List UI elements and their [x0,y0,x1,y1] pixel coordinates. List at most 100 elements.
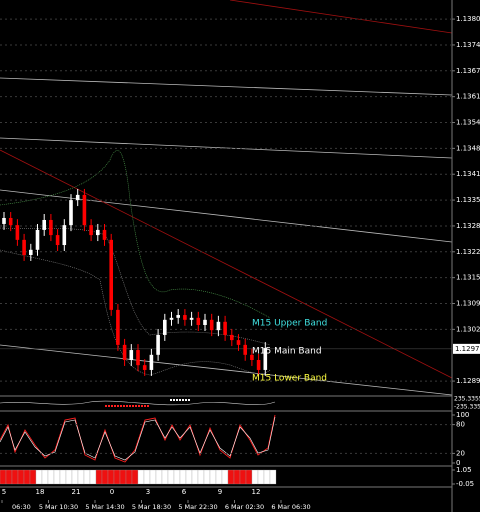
trend-line [0,189,453,243]
cci-label: -235.3355 [454,404,480,411]
hour-label: 0 [110,488,114,496]
x-tick-label: 06:30 [12,503,31,511]
signal-block [47,469,55,485]
hour-label: 21 [72,488,81,496]
y-tick-label: 1.13155 [456,274,480,282]
signal-block [137,469,145,485]
y-tick-label: 1.13415 [456,170,480,178]
signal-block [197,469,205,485]
cci-label: 235.3355 [454,396,480,403]
candle-body [82,194,87,226]
candle-body [102,229,107,240]
signal-block [203,469,211,485]
candle-body [243,344,247,355]
signal-block [161,469,169,485]
hour-label: 18 [36,488,45,496]
signal-block [239,469,247,485]
candle-body [15,225,20,240]
x-tick-label: 6 Mar 06:30 [271,503,310,511]
y-tick-label: 1.13480 [456,144,480,152]
signal-block [71,469,79,485]
hour-label: 6 [182,488,187,496]
y-tick-label: 1.1361 [456,93,480,101]
signal-block [41,469,49,485]
y-tick-label: 1.13805 [456,15,480,23]
signal-block [113,469,121,485]
y-tick-label: 80 [456,421,465,429]
lower-band [0,249,271,376]
x-tick-label: 5 Mar 22:30 [178,503,217,511]
y-tick-label: 1.12895 [456,377,480,385]
signal-block [263,469,271,485]
candle-body [169,317,174,320]
y-tick-label: 1.13675 [456,67,480,75]
candle-body [250,354,254,360]
stochastic-signal [0,414,276,463]
upper-band [0,150,271,319]
signal-block [107,469,115,485]
candle-body [142,365,147,370]
candle-body [149,354,154,370]
band-label: M15 Lower Band [252,374,327,384]
trend-line [0,344,453,396]
signal-block [0,469,7,485]
signal-block [11,469,19,485]
x-tick-label: 5 Mar 10:30 [39,503,78,511]
y-tick-label: 100 [456,411,469,419]
candle-body [8,217,13,226]
signal-block [131,469,139,485]
signal-block [167,469,175,485]
candle-body [116,309,120,345]
candle-body [2,217,6,224]
trend-line [0,77,453,96]
trend-line [0,149,453,379]
y-tick-label: 1.13545 [456,119,480,127]
signal-block [23,469,31,485]
signal-block [143,469,151,485]
candle-body [62,225,67,246]
last-price-box [453,343,480,354]
signal-block [269,469,277,485]
candle-body [96,229,100,236]
signal-block [101,469,109,485]
signal-block [191,469,199,485]
candle-body [156,334,160,355]
y-tick-label: 1.13220 [456,248,480,256]
band-label: M15 Main Band [252,347,322,357]
candle-body [22,239,26,255]
signal-block [215,469,223,485]
y-tick-label: 1.13350 [456,196,480,204]
main-band [0,227,271,346]
candle-body [163,319,167,335]
stochastic-main [0,416,276,461]
y-tick-label: 1.13025 [456,325,480,333]
cci-line [0,400,276,406]
hour-label: 5 [2,488,6,496]
signal-block [185,469,193,485]
signal-block [89,469,97,485]
signal-block [53,469,61,485]
signal-block [179,469,187,485]
signal-block [83,469,91,485]
y-tick-label: 20 [456,449,465,457]
candle-body [42,219,46,230]
candle-body [183,315,187,320]
candle-body [209,319,214,331]
signal-block [155,469,163,485]
candle-body [189,317,194,320]
candle-body [216,321,221,331]
candle-body [129,350,134,360]
signal-block [29,469,37,485]
signal-block [227,469,235,485]
signal-block [35,469,43,485]
candle-body [89,225,93,236]
hour-label: 9 [218,488,222,496]
candle-body [256,359,261,370]
signal-block [5,469,13,485]
x-tick-label: 5 Mar 14:30 [85,503,124,511]
candle-body [196,317,201,325]
signal-block [173,469,181,485]
y-tick-label: 1.13285 [456,222,480,230]
signal-block [245,469,253,485]
